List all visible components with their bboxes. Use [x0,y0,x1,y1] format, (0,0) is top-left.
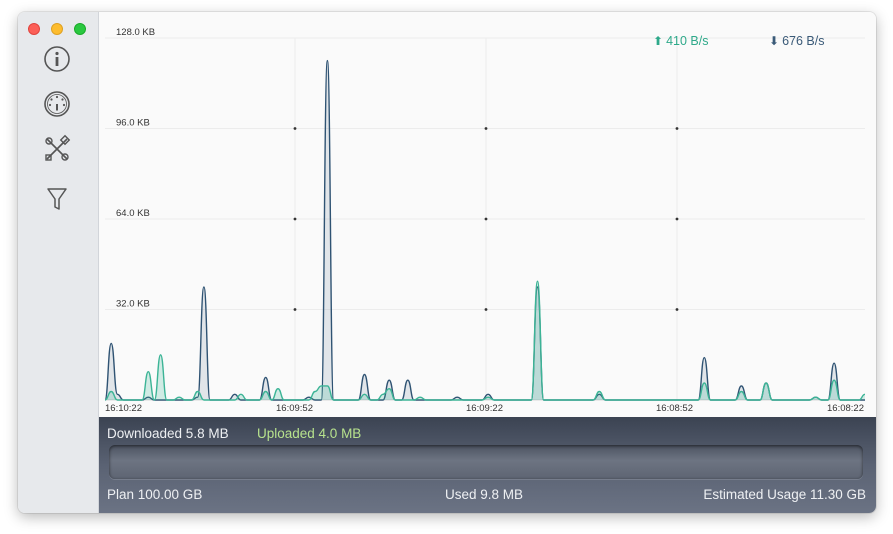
y-tick-label: 32.0 KB [116,299,150,310]
estimated-usage: Estimated Usage 11.30 GB [703,487,866,502]
sidebar-item-dial[interactable] [42,89,72,119]
x-tick-label: 16:08:52 [656,403,693,414]
x-tick-label: 16:09:52 [276,403,313,414]
sidebar-item-info[interactable] [42,44,72,74]
x-tick-label: 16:10:22 [105,403,142,414]
series-area-downloaded [105,60,865,400]
used-amount: Used 9.8 MB [445,487,524,502]
grid-dot [675,217,679,221]
series-line-uploaded [104,280,866,401]
x-tick-label: 16:09:22 [466,403,503,414]
upload-arrow-icon: ⬆ [653,34,664,48]
download-rate: ⬇ 676 B/s [769,34,824,48]
info-icon [44,46,70,72]
downloaded-total: Downloaded 5.8 MB [107,426,229,441]
close-window-button[interactable] [28,23,40,35]
series-line-downloaded [104,59,865,401]
zoom-window-button[interactable] [74,23,86,35]
y-tick-label: 96.0 KB [116,118,150,129]
plan-size: Plan 100.00 GB [107,487,203,502]
grid-dot [484,127,488,130]
download-arrow-icon: ⬇ [769,34,780,48]
download-rate-value: 676 B/s [782,34,825,48]
filter-icon [47,188,67,210]
bandwidth-chart: 128.0 KB 96.0 KB 64.0 KB 32.0 KB 16:10:22 16:… [99,12,876,417]
series-area-uploaded [105,281,865,400]
y-tick-label: 64.0 KB [116,208,150,219]
grid-dot [484,217,488,221]
grid-dot [293,217,297,221]
usage-panel: Downloaded 5.8 MB Uploaded 4.0 MB Plan 1… [99,417,876,513]
grid-dot [293,127,297,130]
bandwidth-chart-svg: 128.0 KB 96.0 KB 64.0 KB 32.0 KB 16:10:22 16:… [104,27,866,414]
minimize-window-button[interactable] [51,23,63,35]
tools-icon [45,134,71,161]
y-tick-label: 128.0 KB [116,27,155,38]
app-window: 128.0 KB 96.0 KB 64.0 KB 32.0 KB 16:10:22 16:… [18,12,876,513]
x-tick-label: 16:08:22 [827,403,864,414]
sidebar-item-filter[interactable] [42,184,72,214]
sidebar-item-tools[interactable] [42,134,72,164]
grid-dot [675,127,679,130]
usage-progress-bar [109,445,863,479]
sidebar [18,12,99,513]
grid-dot [484,308,488,311]
upload-rate: ⬆ 410 B/s [653,34,708,48]
dial-icon [44,91,70,117]
upload-rate-value: 410 B/s [666,34,709,48]
grid-dot [675,308,679,311]
uploaded-total: Uploaded 4.0 MB [257,426,362,441]
grid-dot [293,308,297,311]
